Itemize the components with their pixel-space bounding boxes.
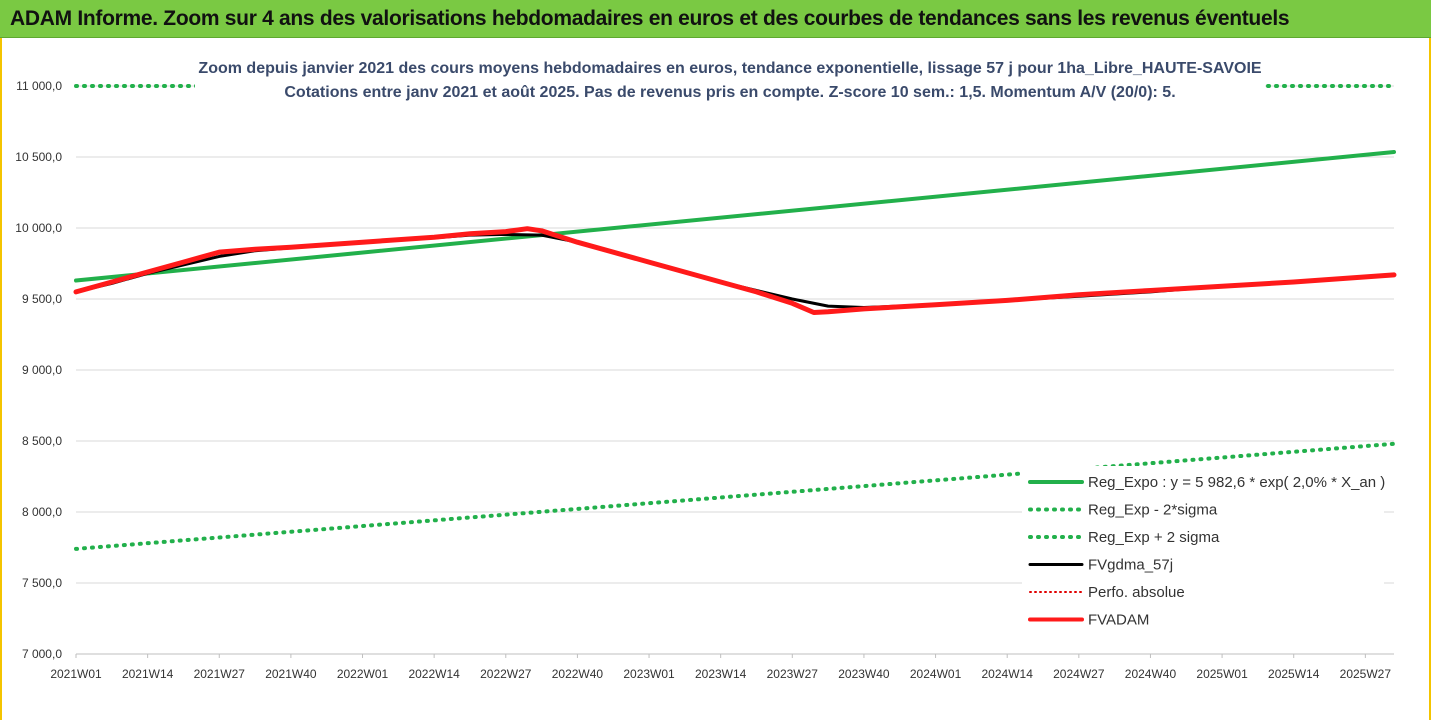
- y-tick-label: 8 000,0: [22, 505, 62, 519]
- report-title: ADAM Informe. Zoom sur 4 ans des valoris…: [10, 6, 1290, 30]
- x-tick-label: 2025W27: [1340, 667, 1392, 681]
- x-tick-label: 2021W40: [265, 667, 317, 681]
- y-tick-label: 8 500,0: [22, 434, 62, 448]
- chart-title: Zoom depuis janvier 2021 des cours moyen…: [195, 52, 1265, 110]
- chart: 7 000,0 7 500,0 8 000,0 8 500,0 9 000,0 9 500…: [15, 52, 1397, 681]
- x-tick-label: 2024W27: [1053, 667, 1105, 681]
- legend-label: FVADAM: [1088, 612, 1149, 629]
- x-tick-label: 2024W14: [982, 667, 1034, 681]
- chart-title-line: Cotations entre janv 2021 et août 2025. …: [284, 84, 1175, 101]
- x-tick-label: 2022W14: [408, 667, 460, 681]
- x-tick-label: 2022W01: [337, 667, 389, 681]
- series-line-3: [74, 232, 1396, 309]
- chart-title-background: [195, 52, 1265, 110]
- y-tick-label: 7 000,0: [22, 647, 62, 661]
- y-tick-label: 9 000,0: [22, 363, 62, 377]
- report-banner: ADAM Informe. Zoom sur 4 ans des valoris…: [0, 0, 1431, 38]
- x-tick-label: 2023W40: [838, 667, 890, 681]
- series-line-0: [74, 150, 1396, 283]
- y-tick-label: 7 500,0: [22, 576, 62, 590]
- y-tick-label: 11 000,0: [16, 79, 62, 93]
- series-line-5: [73, 226, 1397, 315]
- chart-frame: 7 000,0 7 500,0 8 000,0 8 500,0 9 000,0 9 500…: [0, 38, 1431, 720]
- y-tick-label: 9 500,0: [22, 292, 62, 306]
- x-tick-label: 2024W01: [910, 667, 962, 681]
- x-tick-label: 2023W14: [695, 667, 747, 681]
- legend-label: FVgdma_57j: [1088, 557, 1173, 574]
- x-tick-label: 2021W01: [50, 667, 102, 681]
- legend: Reg_Expo : y = 5 982,6 * exp( 2,0% * X_a…: [1022, 466, 1385, 652]
- legend-label: Perfo. absolue: [1088, 584, 1185, 601]
- axes: 7 000,0 7 500,0 8 000,0 8 500,0 9 000,0 9 500…: [15, 79, 1394, 681]
- x-tick-label: 2023W01: [623, 667, 675, 681]
- x-tick-label: 2021W27: [194, 667, 246, 681]
- x-tick-label: 2024W40: [1125, 667, 1177, 681]
- x-tick-label: 2025W01: [1196, 667, 1248, 681]
- y-tick-label: 10 000,0: [15, 221, 62, 235]
- x-tick-label: 2021W14: [122, 667, 174, 681]
- legend-label: Reg_Exp - 2*sigma: [1088, 502, 1218, 519]
- legend-label: Reg_Exp + 2 sigma: [1088, 529, 1220, 546]
- legend-background: [1022, 466, 1384, 652]
- x-tick-label: 2025W14: [1268, 667, 1320, 681]
- y-tick-label: 10 500,0: [15, 150, 62, 164]
- x-tick-label: 2022W40: [552, 667, 604, 681]
- legend-label: Reg_Expo : y = 5 982,6 * exp( 2,0% * X_a…: [1088, 474, 1385, 491]
- x-tick-label: 2023W27: [767, 667, 819, 681]
- chart-title-line: Zoom depuis janvier 2021 des cours moyen…: [198, 60, 1261, 77]
- x-tick-label: 2022W27: [480, 667, 532, 681]
